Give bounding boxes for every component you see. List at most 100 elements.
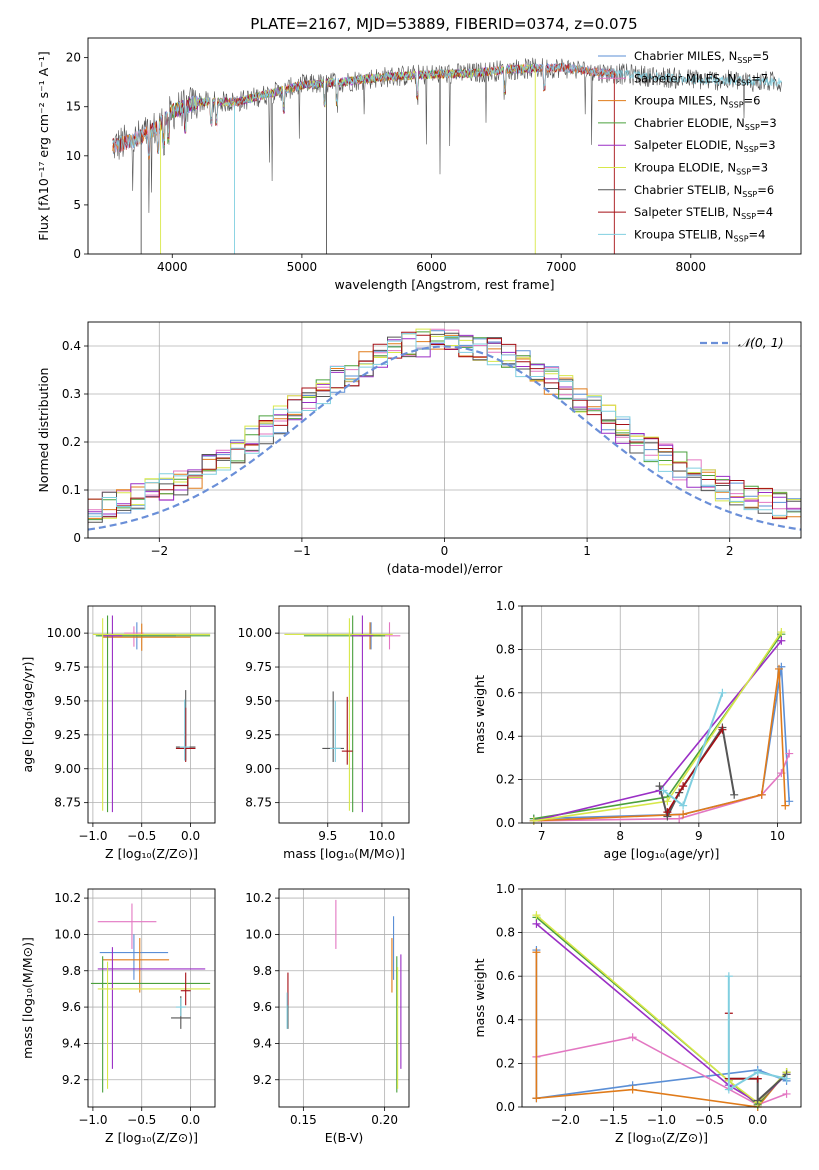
weight-point-marker [532, 911, 541, 920]
weight-series-7 [727, 1013, 758, 1080]
y-tick-label: 9.2 [62, 1073, 81, 1087]
legend-suffix: =6 [757, 183, 774, 197]
weight-point-marker [718, 688, 727, 697]
y-tick-label: 0.2 [496, 773, 515, 787]
x-tick-label: −1.0 [647, 1113, 676, 1127]
legend-label: Kroupa MILES, NSSP=6 [634, 94, 760, 110]
x-axis-label: mass [log₁₀(M/M⊙)] [283, 846, 405, 861]
x-tick-label: −1.0 [78, 1113, 107, 1127]
y-axis-label: Normed distribution [36, 368, 51, 493]
x-tick-label: 0 [441, 544, 449, 558]
y-axis-label: age [log₁₀(age/yr)] [20, 657, 35, 773]
y-axis-label: Flux [fλ10⁻¹⁷ erg cm⁻² s⁻¹ A⁻¹] [36, 51, 51, 240]
legend-suffix: =3 [751, 161, 768, 175]
x-tick-label: −2 [150, 544, 168, 558]
weight-point-marker [532, 948, 541, 957]
weight-point-marker [679, 782, 688, 791]
legend-label: Chabrier ELODIE, NSSP=3 [634, 116, 777, 132]
x-tick-label: −2.0 [551, 1113, 580, 1127]
y-tick-label: 0.4 [496, 1013, 515, 1027]
histogram-8 [88, 333, 801, 520]
x-tick-label: 8 [616, 829, 624, 843]
x-axis-label: (data-model)/error [387, 561, 504, 576]
x-tick-label: 4000 [157, 260, 188, 274]
weight-point-marker [785, 797, 794, 806]
y-tick-label: 10.00 [238, 626, 272, 640]
x-axis-label: age [log₁₀(age/yr)] [604, 846, 720, 861]
legend-label: Kroupa ELODIE, NSSP=3 [634, 161, 768, 177]
y-tick-label: 9.00 [245, 762, 272, 776]
y-tick-label: 9.2 [253, 1073, 272, 1087]
legend-name: Salpeter ELODIE, N [634, 138, 744, 152]
weight-point-marker [679, 810, 688, 819]
y-tick-label: 9.50 [54, 694, 81, 708]
legend-label: Chabrier MILES, NSSP=5 [634, 49, 769, 65]
y-tick-label: 0.2 [496, 1056, 515, 1070]
legend-name: Salpeter MILES, N [634, 71, 736, 85]
legend-label: Salpeter STELIB, NSSP=4 [634, 205, 773, 221]
x-tick-label: 0.15 [290, 1113, 317, 1127]
weight-point-marker [718, 725, 727, 734]
weight-point-marker [532, 919, 541, 928]
y-tick-label: 1.0 [496, 882, 515, 896]
y-tick-label: 0 [73, 247, 81, 261]
y-tick-label: 0.4 [496, 729, 515, 743]
x-tick-label: 0.0 [748, 1113, 767, 1127]
y-tick-label: 9.75 [54, 660, 81, 674]
weight-point-marker [663, 797, 672, 806]
x-tick-label: −1.5 [599, 1113, 628, 1127]
weight-point-marker [730, 790, 739, 799]
axes-frame [87, 605, 216, 824]
legend-suffix: =4 [756, 205, 773, 219]
y-tick-label: 9.00 [54, 762, 81, 776]
panel-mass_vs_Z: −1.0 −0.5 0.0 9.2 9.4 9.6 9.8 10.0 10.2 Z [log₁₀(… [20, 888, 216, 1145]
x-tick-label: 0.0 [181, 1113, 200, 1127]
panel-age_vs_mass: 9.5 10.0 8.75 9.00 9.25 9.50 9.75 10.00 mass [lo… [238, 605, 410, 861]
panel-weight_vs_age: 7 8 9 10 0.0 0.2 0.4 0.6 0.8 1.0 age [log₁₀(age/yr… [472, 599, 802, 861]
legend-suffix: =7 [751, 71, 768, 85]
y-tick-label: 0.2 [62, 435, 81, 449]
x-axis-label: Z [log₁₀(Z/Z⊙)] [105, 1130, 198, 1145]
weight-point-marker [757, 790, 766, 799]
legend-label: 𝒩(0, 1) [738, 335, 784, 350]
x-axis-label: Z [log₁₀(Z/Z⊙)] [105, 846, 198, 861]
weight-point-marker [675, 814, 684, 823]
weight-point-marker [777, 628, 786, 637]
y-tick-label: 0.8 [496, 926, 515, 940]
weight-point-marker [655, 782, 664, 791]
y-tick-label: 8.75 [245, 796, 272, 810]
y-axis-label: mass [log₁₀(M/M⊙)] [20, 937, 35, 1059]
panel-spectrum: 4000 5000 6000 7000 8000 0 5 10 15 20 wavelength [… [36, 37, 802, 292]
weight-point-marker [753, 1068, 762, 1077]
weight-series-8 [727, 976, 787, 1092]
legend-sub: SSP [741, 212, 756, 221]
y-tick-label: 10 [66, 149, 81, 163]
legend-name: Salpeter STELIB, N [634, 205, 741, 219]
weight-point-marker [529, 816, 538, 825]
weight-point-marker [777, 636, 786, 645]
weight-point-marker [782, 1089, 791, 1098]
weight-series-5 [533, 631, 783, 822]
normal-curve [88, 345, 801, 531]
legend-suffix: =3 [760, 116, 777, 130]
x-tick-label: −0.5 [127, 829, 156, 843]
x-tick-label: −1.0 [78, 829, 107, 843]
x-axis-label: wavelength [Angstrom, rest frame] [334, 277, 554, 292]
legend-name: Kroupa MILES, N [634, 94, 729, 108]
spectrum-series-6 [112, 57, 782, 213]
y-axis-label: mass weight [472, 958, 487, 1037]
weight-point-marker [628, 1085, 637, 1094]
weight-point-marker [659, 786, 668, 795]
x-tick-label: 1 [583, 544, 591, 558]
weight-point-marker [753, 1096, 762, 1105]
weight-point-marker [724, 972, 733, 981]
y-tick-label: 9.4 [253, 1036, 272, 1050]
y-tick-label: 9.6 [253, 1000, 272, 1014]
legend-sub: SSP [737, 56, 752, 65]
x-tick-label: −1 [293, 544, 311, 558]
legend-label: Chabrier STELIB, NSSP=6 [634, 183, 774, 199]
y-tick-label: 0.0 [496, 1100, 515, 1114]
axes-frame [87, 321, 802, 539]
y-axis-label: mass weight [472, 675, 487, 754]
y-tick-label: 0.4 [62, 339, 81, 353]
